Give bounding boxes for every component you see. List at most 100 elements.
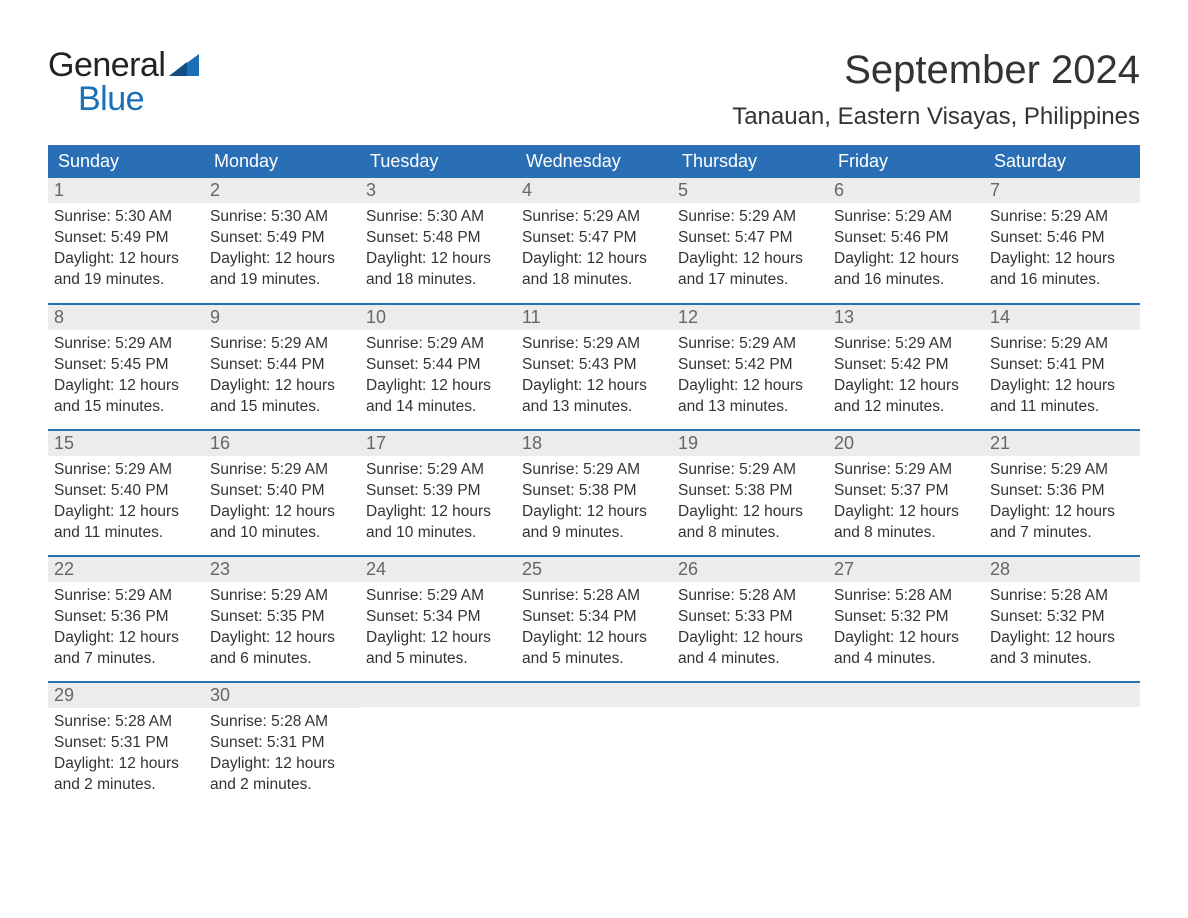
calendar-day-cell: 5Sunrise: 5:29 AMSunset: 5:47 PMDaylight… (672, 178, 828, 304)
day-number-empty (360, 683, 516, 707)
calendar-day-cell: 25Sunrise: 5:28 AMSunset: 5:34 PMDayligh… (516, 556, 672, 682)
sunrise-line: Sunrise: 5:29 AM (522, 334, 666, 355)
day-body: Sunrise: 5:28 AMSunset: 5:31 PMDaylight:… (204, 708, 360, 802)
day-number: 16 (204, 431, 360, 456)
day-number-empty (984, 683, 1140, 707)
day-body: Sunrise: 5:28 AMSunset: 5:32 PMDaylight:… (828, 582, 984, 676)
weekday-header: Tuesday (360, 145, 516, 178)
daylight-line-2: and 17 minutes. (678, 270, 822, 291)
day-body: Sunrise: 5:30 AMSunset: 5:48 PMDaylight:… (360, 203, 516, 297)
sunset-line: Sunset: 5:38 PM (522, 481, 666, 502)
location-subtitle: Tanauan, Eastern Visayas, Philippines (732, 103, 1140, 131)
sunset-line: Sunset: 5:47 PM (522, 228, 666, 249)
daylight-line-1: Daylight: 12 hours (522, 249, 666, 270)
sunrise-line: Sunrise: 5:29 AM (990, 207, 1134, 228)
calendar-day-cell (516, 682, 672, 808)
sunrise-line: Sunrise: 5:29 AM (678, 207, 822, 228)
daylight-line-2: and 13 minutes. (522, 397, 666, 418)
sunrise-line: Sunrise: 5:29 AM (366, 460, 510, 481)
sunset-line: Sunset: 5:48 PM (366, 228, 510, 249)
sunset-line: Sunset: 5:36 PM (990, 481, 1134, 502)
daylight-line-2: and 6 minutes. (210, 649, 354, 670)
sunrise-line: Sunrise: 5:29 AM (210, 334, 354, 355)
day-number-empty (672, 683, 828, 707)
day-number: 24 (360, 557, 516, 582)
daylight-line-1: Daylight: 12 hours (366, 376, 510, 397)
day-number: 1 (48, 178, 204, 203)
sunset-line: Sunset: 5:34 PM (366, 607, 510, 628)
daylight-line-2: and 15 minutes. (54, 397, 198, 418)
calendar-day-cell: 22Sunrise: 5:29 AMSunset: 5:36 PMDayligh… (48, 556, 204, 682)
day-body: Sunrise: 5:29 AMSunset: 5:38 PMDaylight:… (672, 456, 828, 550)
day-number: 5 (672, 178, 828, 203)
top-bar: General Blue September 2024 Tanauan, Eas… (48, 48, 1140, 131)
day-number: 8 (48, 305, 204, 330)
calendar-week-row: 29Sunrise: 5:28 AMSunset: 5:31 PMDayligh… (48, 682, 1140, 808)
sunrise-line: Sunrise: 5:29 AM (522, 460, 666, 481)
daylight-line-1: Daylight: 12 hours (834, 502, 978, 523)
day-number: 2 (204, 178, 360, 203)
month-title: September 2024 (732, 48, 1140, 93)
daylight-line-2: and 12 minutes. (834, 397, 978, 418)
daylight-line-1: Daylight: 12 hours (54, 754, 198, 775)
calendar-day-cell: 1Sunrise: 5:30 AMSunset: 5:49 PMDaylight… (48, 178, 204, 304)
sunset-line: Sunset: 5:42 PM (834, 355, 978, 376)
day-number: 7 (984, 178, 1140, 203)
sunset-line: Sunset: 5:49 PM (54, 228, 198, 249)
logo-flag-icon (169, 54, 199, 76)
calendar-day-cell: 17Sunrise: 5:29 AMSunset: 5:39 PMDayligh… (360, 430, 516, 556)
daylight-line-2: and 3 minutes. (990, 649, 1134, 670)
calendar-day-cell: 14Sunrise: 5:29 AMSunset: 5:41 PMDayligh… (984, 304, 1140, 430)
day-body: Sunrise: 5:28 AMSunset: 5:33 PMDaylight:… (672, 582, 828, 676)
day-body: Sunrise: 5:28 AMSunset: 5:31 PMDaylight:… (48, 708, 204, 802)
day-body: Sunrise: 5:29 AMSunset: 5:34 PMDaylight:… (360, 582, 516, 676)
day-body: Sunrise: 5:29 AMSunset: 5:42 PMDaylight:… (672, 330, 828, 424)
sunset-line: Sunset: 5:36 PM (54, 607, 198, 628)
day-number-empty (828, 683, 984, 707)
sunrise-line: Sunrise: 5:29 AM (54, 334, 198, 355)
day-number: 19 (672, 431, 828, 456)
daylight-line-2: and 2 minutes. (210, 775, 354, 796)
day-number: 21 (984, 431, 1140, 456)
sunrise-line: Sunrise: 5:29 AM (834, 207, 978, 228)
sunrise-line: Sunrise: 5:28 AM (522, 586, 666, 607)
sunrise-line: Sunrise: 5:28 AM (54, 712, 198, 733)
calendar-day-cell: 12Sunrise: 5:29 AMSunset: 5:42 PMDayligh… (672, 304, 828, 430)
day-number: 6 (828, 178, 984, 203)
day-body: Sunrise: 5:29 AMSunset: 5:40 PMDaylight:… (204, 456, 360, 550)
calendar-day-cell: 18Sunrise: 5:29 AMSunset: 5:38 PMDayligh… (516, 430, 672, 556)
calendar-day-cell (672, 682, 828, 808)
daylight-line-1: Daylight: 12 hours (366, 502, 510, 523)
daylight-line-1: Daylight: 12 hours (990, 249, 1134, 270)
daylight-line-1: Daylight: 12 hours (54, 249, 198, 270)
daylight-line-1: Daylight: 12 hours (834, 376, 978, 397)
daylight-line-2: and 4 minutes. (834, 649, 978, 670)
sunset-line: Sunset: 5:39 PM (366, 481, 510, 502)
daylight-line-1: Daylight: 12 hours (678, 502, 822, 523)
day-body: Sunrise: 5:29 AMSunset: 5:46 PMDaylight:… (984, 203, 1140, 297)
logo-word-blue: Blue (78, 82, 199, 116)
day-number: 11 (516, 305, 672, 330)
logo-word-general: General (48, 48, 165, 82)
day-number: 14 (984, 305, 1140, 330)
sunrise-line: Sunrise: 5:28 AM (678, 586, 822, 607)
day-body: Sunrise: 5:29 AMSunset: 5:35 PMDaylight:… (204, 582, 360, 676)
sunset-line: Sunset: 5:34 PM (522, 607, 666, 628)
sunset-line: Sunset: 5:32 PM (990, 607, 1134, 628)
daylight-line-2: and 5 minutes. (366, 649, 510, 670)
daylight-line-2: and 9 minutes. (522, 523, 666, 544)
day-number: 18 (516, 431, 672, 456)
day-body: Sunrise: 5:29 AMSunset: 5:36 PMDaylight:… (48, 582, 204, 676)
daylight-line-1: Daylight: 12 hours (54, 502, 198, 523)
sunset-line: Sunset: 5:42 PM (678, 355, 822, 376)
calendar-day-cell: 28Sunrise: 5:28 AMSunset: 5:32 PMDayligh… (984, 556, 1140, 682)
day-body: Sunrise: 5:29 AMSunset: 5:37 PMDaylight:… (828, 456, 984, 550)
calendar-day-cell: 16Sunrise: 5:29 AMSunset: 5:40 PMDayligh… (204, 430, 360, 556)
daylight-line-2: and 7 minutes. (990, 523, 1134, 544)
daylight-line-2: and 2 minutes. (54, 775, 198, 796)
sunset-line: Sunset: 5:41 PM (990, 355, 1134, 376)
daylight-line-2: and 7 minutes. (54, 649, 198, 670)
sunrise-line: Sunrise: 5:29 AM (210, 586, 354, 607)
sunrise-line: Sunrise: 5:28 AM (210, 712, 354, 733)
day-body: Sunrise: 5:29 AMSunset: 5:47 PMDaylight:… (672, 203, 828, 297)
